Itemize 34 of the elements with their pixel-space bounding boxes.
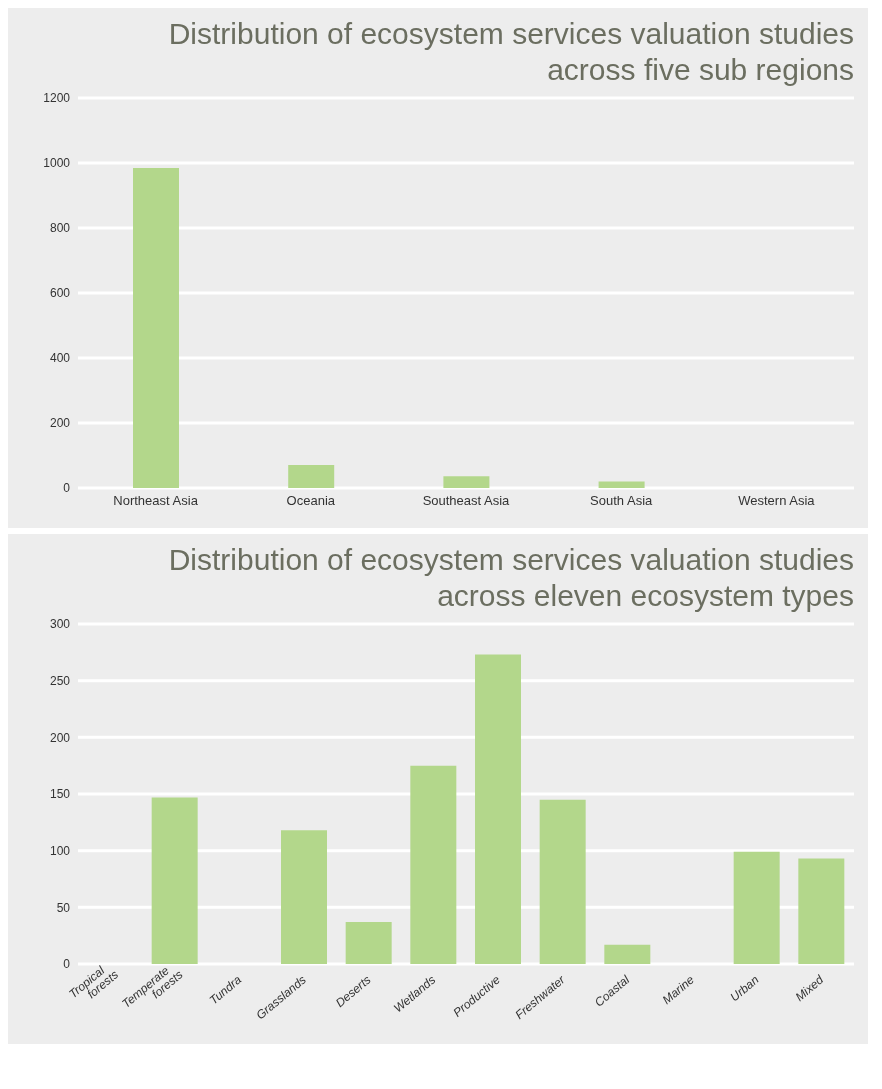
bar xyxy=(733,851,780,964)
y-tick-label: 150 xyxy=(49,787,71,802)
y-tick-label: 400 xyxy=(49,351,71,366)
x-tick-label: Southeast Asia xyxy=(422,493,511,509)
y-tick-label: 300 xyxy=(49,617,71,632)
x-tick-label: Oceania xyxy=(286,493,336,509)
y-tick-label: 100 xyxy=(49,843,71,858)
y-tick-label: 600 xyxy=(49,286,71,301)
chart-title: Distribution of ecosystem services valuation studies across five sub regions xyxy=(167,16,855,88)
bar xyxy=(133,167,179,488)
bar xyxy=(151,797,198,964)
x-tick-label: Western Asia xyxy=(738,493,816,509)
y-tick-label: 0 xyxy=(63,957,71,972)
bar xyxy=(443,476,490,488)
bar xyxy=(410,765,457,964)
chart-title: Distribution of ecosystem services valuation studies across eleven ecosystem types xyxy=(167,542,855,614)
bar xyxy=(475,654,521,964)
bar xyxy=(345,922,392,964)
y-tick-label: 250 xyxy=(49,673,71,688)
y-tick-label: 1200 xyxy=(43,91,71,106)
x-tick-label: Northeast Asia xyxy=(113,493,199,509)
y-tick-label: 50 xyxy=(56,900,71,915)
bar xyxy=(539,799,586,964)
bar xyxy=(798,858,845,964)
bar xyxy=(288,464,335,488)
y-tick-label: 800 xyxy=(49,221,71,236)
y-tick-label: 1000 xyxy=(43,156,71,171)
bar xyxy=(598,481,645,488)
x-tick-label: South Asia xyxy=(590,493,654,509)
y-tick-label: 200 xyxy=(49,416,71,431)
y-tick-label: 200 xyxy=(49,730,71,745)
bar xyxy=(281,830,327,964)
bar xyxy=(604,944,651,964)
y-tick-label: 0 xyxy=(63,481,71,496)
